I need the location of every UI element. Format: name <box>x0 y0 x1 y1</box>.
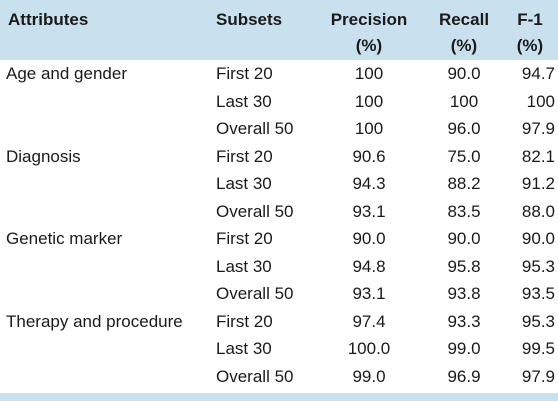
cell-f1: 99.5 <box>521 339 555 358</box>
cell-subset: First 20 <box>216 311 273 331</box>
cell-subset: First 20 <box>216 146 273 166</box>
cell-subset: Overall 50 <box>216 119 294 138</box>
table-row: Therapy and procedure First 20 97.4 93.3 95.… <box>0 308 558 336</box>
cell-f1: 93.5 <box>521 284 555 303</box>
cell-f1: 82.1 <box>521 146 555 166</box>
cell-f1: 95.3 <box>521 311 555 331</box>
cell-attribute: Age and gender <box>6 64 127 83</box>
header-recall-line1: Recall <box>438 10 490 29</box>
cell-subset: First 20 <box>216 64 273 83</box>
header-recall: Recall (%) <box>432 7 496 59</box>
table-body: Age and gender First 20 100 90.0 94.7 Last 30… <box>0 60 558 390</box>
cell-subset: Overall 50 <box>216 201 294 221</box>
header-f1: F-1 (%) <box>506 7 554 59</box>
cell-precision: 93.1 <box>352 201 386 221</box>
cell-attribute: Therapy and procedure <box>6 311 183 331</box>
header-attributes: Attributes <box>8 10 89 29</box>
cell-recall: 88.2 <box>447 174 481 193</box>
cell-precision: 90.6 <box>352 146 386 166</box>
header-subsets: Subsets <box>216 10 283 29</box>
table-row: Age and gender First 20 100 90.0 94.7 <box>0 60 558 88</box>
cell-subset: Last 30 <box>216 91 272 111</box>
cell-precision: 99.0 <box>352 366 386 386</box>
table-row: Overall 50 93.1 93.8 93.5 <box>0 280 558 308</box>
table-bottom-rule <box>0 393 558 401</box>
cell-recall: 90.0 <box>447 64 481 83</box>
table-row: Overall 50 93.1 83.5 88.0 <box>0 198 558 226</box>
cell-f1: 88.0 <box>521 201 555 221</box>
cell-f1: 100 <box>526 91 555 111</box>
header-precision: Precision (%) <box>325 7 413 59</box>
cell-recall: 75.0 <box>447 146 481 166</box>
table-row: Diagnosis First 20 90.6 75.0 82.1 <box>0 143 558 171</box>
table-row: Last 30 100.0 99.0 99.5 <box>0 335 558 363</box>
cell-recall: 100 <box>449 91 479 111</box>
cell-recall: 95.8 <box>447 256 481 276</box>
cell-attribute: Diagnosis <box>6 146 81 166</box>
cell-f1: 97.9 <box>521 119 555 138</box>
header-precision-line2: (%) <box>355 36 383 55</box>
cell-subset: Last 30 <box>216 174 272 193</box>
cell-subset: Overall 50 <box>216 284 294 303</box>
table-row: Last 30 100 100 100 <box>0 88 558 116</box>
cell-recall: 93.3 <box>447 311 481 331</box>
cell-f1: 90.0 <box>521 229 555 248</box>
cell-subset: Last 30 <box>216 256 272 276</box>
cell-subset: First 20 <box>216 229 273 248</box>
cell-precision: 94.8 <box>352 256 386 276</box>
table-row: Last 30 94.8 95.8 95.3 <box>0 253 558 281</box>
cell-precision: 100 <box>354 64 384 83</box>
cell-precision: 100 <box>354 91 384 111</box>
cell-recall: 99.0 <box>447 339 481 358</box>
cell-f1: 94.7 <box>521 64 555 83</box>
table-header: Attributes Subsets Precision (%) Recall … <box>0 0 558 60</box>
cell-precision: 100.0 <box>347 339 391 358</box>
table-row: Overall 50 99.0 96.9 97.9 <box>0 363 558 391</box>
cell-precision: 100 <box>354 119 384 138</box>
cell-recall: 96.9 <box>447 366 481 386</box>
table-row: Genetic marker First 20 90.0 90.0 90.0 <box>0 225 558 253</box>
header-precision-line1: Precision <box>330 10 408 29</box>
cell-precision: 94.3 <box>352 174 386 193</box>
cell-f1: 97.9 <box>521 366 555 386</box>
cell-recall: 83.5 <box>447 201 481 221</box>
cell-precision: 90.0 <box>352 229 386 248</box>
cell-subset: Last 30 <box>216 339 272 358</box>
cell-f1: 91.2 <box>521 174 555 193</box>
cell-recall: 93.8 <box>447 284 481 303</box>
cell-recall: 90.0 <box>447 229 481 248</box>
table-row: Overall 50 100 96.0 97.9 <box>0 115 558 143</box>
cell-attribute: Genetic marker <box>6 229 123 248</box>
header-f1-line1: F-1 <box>517 10 543 29</box>
cell-subset: Overall 50 <box>216 366 294 386</box>
header-recall-line2: (%) <box>450 36 478 55</box>
cell-f1: 95.3 <box>521 256 555 276</box>
cell-precision: 97.4 <box>352 311 386 331</box>
cell-precision: 93.1 <box>352 284 386 303</box>
table-row: Last 30 94.3 88.2 91.2 <box>0 170 558 198</box>
header-f1-line2: (%) <box>516 36 544 55</box>
cell-recall: 96.0 <box>447 119 481 138</box>
